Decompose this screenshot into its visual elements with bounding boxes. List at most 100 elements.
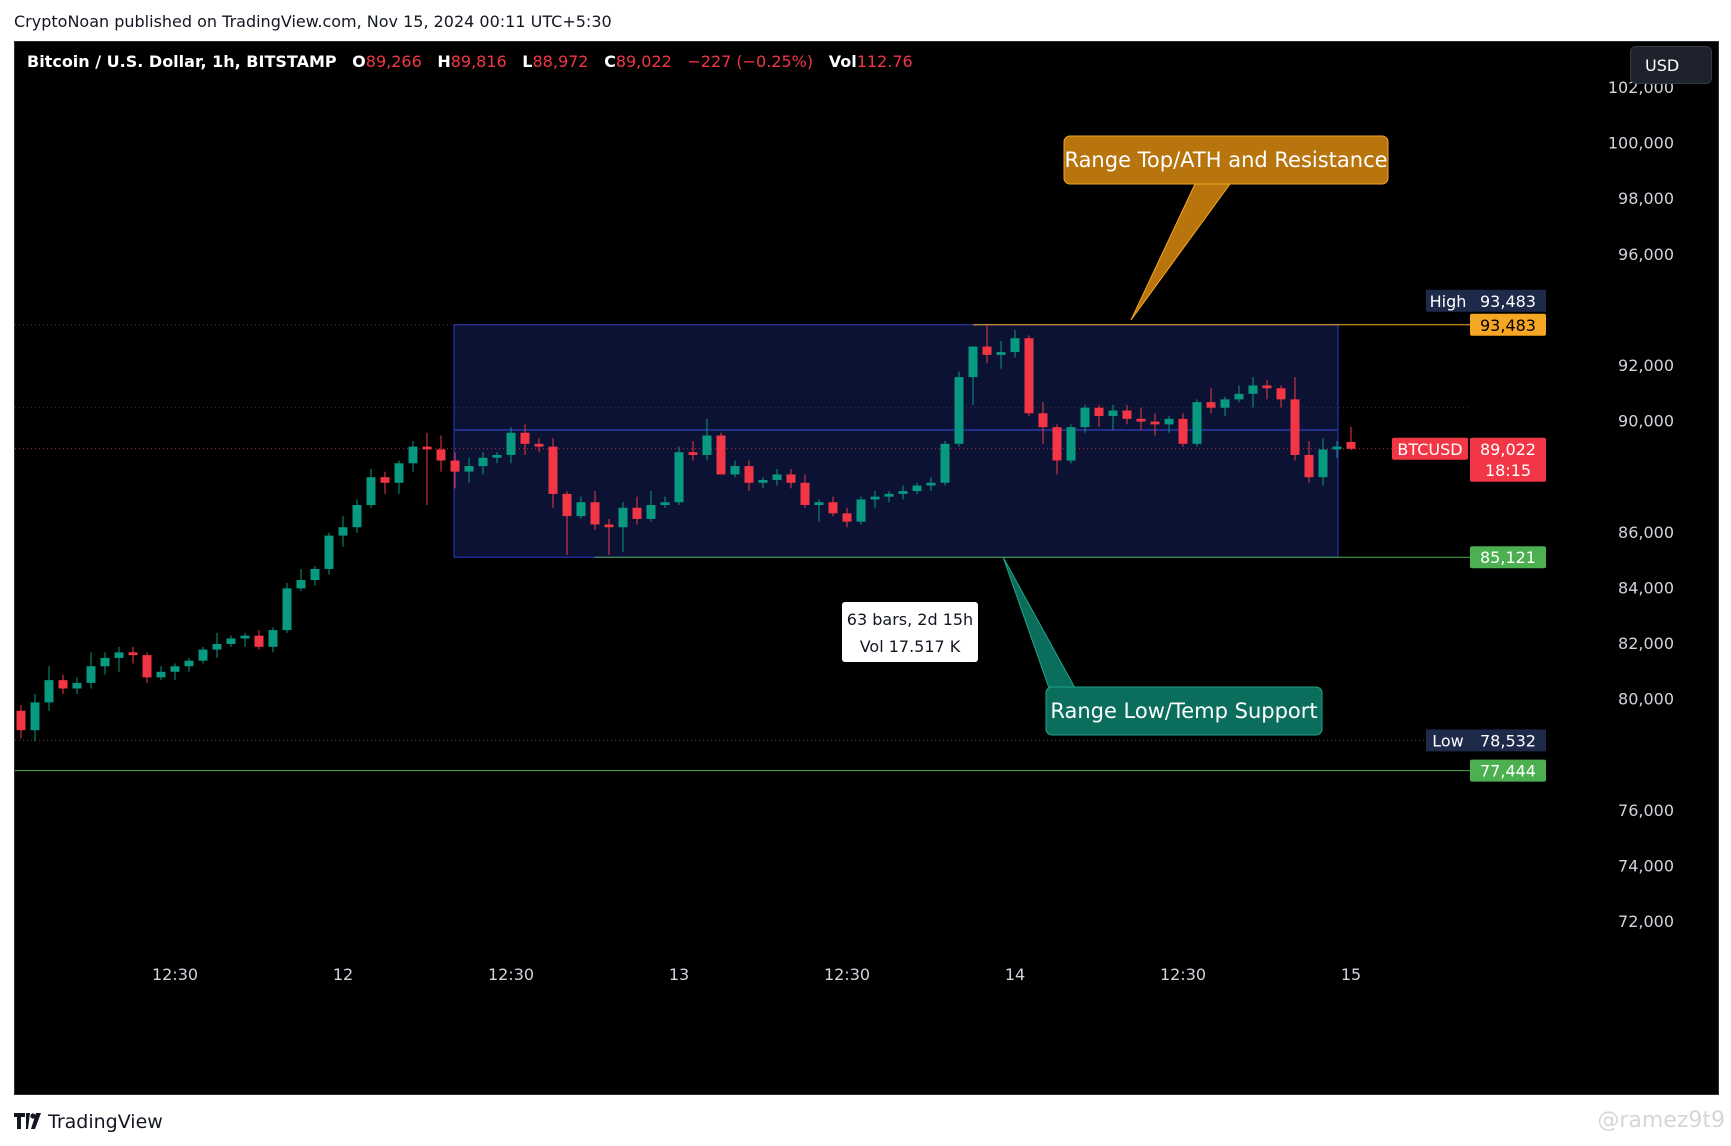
legend-close-label: C	[604, 52, 616, 71]
bar-countdown: 18:15	[1485, 461, 1531, 480]
legend-low-label: L	[522, 52, 533, 71]
tradingview-logo-icon	[14, 1110, 42, 1134]
range-info-box: 63 bars, 2d 15h Vol 17.517 K	[842, 602, 978, 662]
candle-body	[632, 507, 642, 519]
support-tag: 77,444	[1470, 759, 1546, 782]
x-tick-label: 12:30	[1160, 965, 1206, 984]
candle-body	[296, 580, 306, 589]
candle-body	[996, 352, 1006, 355]
candle-body	[1038, 413, 1048, 428]
range-box	[453, 324, 1339, 558]
candle-body	[268, 630, 278, 647]
candle-body	[912, 485, 922, 492]
candle-body	[1206, 402, 1216, 408]
candle-body	[856, 499, 866, 522]
candle-body	[58, 680, 68, 689]
candle-body	[618, 507, 628, 528]
candle-body	[926, 482, 936, 486]
candle-body	[520, 432, 530, 444]
candle-body	[212, 644, 222, 650]
tradingview-logo-text: TradingView	[48, 1111, 163, 1133]
candle-body	[436, 449, 446, 461]
candle-body	[1262, 385, 1272, 389]
candle-body	[492, 454, 502, 458]
y-tick-label: 86,000	[1618, 523, 1674, 542]
candle-body	[184, 660, 194, 667]
candle-body	[254, 635, 264, 647]
candle-body	[1024, 338, 1034, 414]
candle-body	[198, 649, 208, 661]
symbol-tag-label: BTCUSD	[1397, 440, 1462, 459]
candle-body	[772, 474, 782, 480]
legend-symbol[interactable]: Bitcoin / U.S. Dollar, 1h, BITSTAMP	[27, 52, 337, 71]
x-tick-label: 12	[333, 965, 353, 984]
legend-open-label: O	[352, 52, 366, 71]
x-tick-label: 14	[1005, 965, 1025, 984]
y-tick-label: 92,000	[1618, 356, 1674, 375]
support-tag-bg	[1470, 759, 1546, 782]
range-low-tag-bg	[1470, 546, 1546, 569]
range-top-tag-value: 93,483	[1480, 316, 1536, 335]
candle-body	[898, 491, 908, 494]
candlestick-chart[interactable]: 102,000100,00098,00096,00092,00090,00086…	[15, 42, 1718, 1094]
candle-body	[366, 477, 376, 505]
chart-panel[interactable]: 102,000 100,000 98,000 96,000 92,000 90,000 86…	[14, 41, 1719, 1095]
candle-body	[352, 505, 362, 528]
candle-body	[1248, 385, 1258, 394]
candle-body	[282, 588, 292, 631]
annotation-bottom-text: Range Low/Temp Support	[1050, 699, 1317, 723]
watermark: @ramez9t9	[1597, 1108, 1725, 1133]
symbol-tag-bg	[1392, 437, 1468, 460]
candle-body	[590, 502, 600, 525]
candle-body	[86, 666, 96, 683]
support-tag-value: 77,444	[1480, 762, 1536, 781]
candle-body	[16, 710, 26, 731]
candles-group	[16, 324, 1356, 742]
candle-body	[1136, 418, 1146, 422]
candle-body	[1192, 402, 1202, 444]
high-tag-label: High	[1430, 292, 1467, 311]
candle-body	[786, 474, 796, 483]
currency-button[interactable]: USD	[1630, 46, 1712, 84]
low-tag: Low 78,532	[1426, 729, 1546, 752]
candle-body	[940, 443, 950, 483]
x-tick-label: 13	[669, 965, 689, 984]
y-tick-label: 72,000	[1618, 912, 1674, 931]
candle-body	[814, 502, 824, 505]
candle-body	[702, 435, 712, 455]
annotation-bottom: Range Low/Temp Support	[1002, 556, 1323, 736]
range-low-tag: 85,121	[1470, 546, 1546, 569]
candle-body	[1332, 446, 1342, 450]
candle-body	[44, 680, 54, 703]
candle-body	[310, 568, 320, 581]
y-tick-label: 82,000	[1618, 634, 1674, 653]
low-tag-bg	[1470, 729, 1546, 752]
candle-body	[870, 496, 880, 500]
candle-body	[464, 466, 474, 472]
y-tick-label: 80,000	[1618, 690, 1674, 709]
tradingview-logo[interactable]: TradingView	[14, 1110, 163, 1134]
candle-body	[954, 377, 964, 444]
range-low-tag-value: 85,121	[1480, 548, 1536, 567]
candle-body	[576, 502, 586, 517]
candle-body	[450, 460, 460, 472]
candle-body	[1220, 399, 1230, 408]
candle-body	[1318, 449, 1328, 478]
candle-body	[660, 502, 670, 505]
annotation-top-bg	[1063, 135, 1389, 185]
candle-body	[100, 657, 110, 667]
candle-body	[982, 346, 992, 355]
symbol-legend: Bitcoin / U.S. Dollar, 1h, BITSTAMP O89,…	[27, 52, 913, 71]
current-price-value: 89,022	[1480, 440, 1536, 459]
y-tick-label: 96,000	[1618, 245, 1674, 264]
range-top-tag: 93,483	[1470, 313, 1546, 336]
y-tick-label: 74,000	[1618, 856, 1674, 875]
annotation-top-text: Range Top/ATH and Resistance	[1064, 148, 1387, 172]
candle-body	[394, 463, 404, 483]
candle-body	[1164, 418, 1174, 425]
candle-body	[338, 527, 348, 536]
candle-body	[1122, 410, 1132, 419]
legend-open: 89,266	[365, 52, 422, 71]
candle-body	[1108, 410, 1118, 417]
candle-body	[478, 457, 488, 467]
